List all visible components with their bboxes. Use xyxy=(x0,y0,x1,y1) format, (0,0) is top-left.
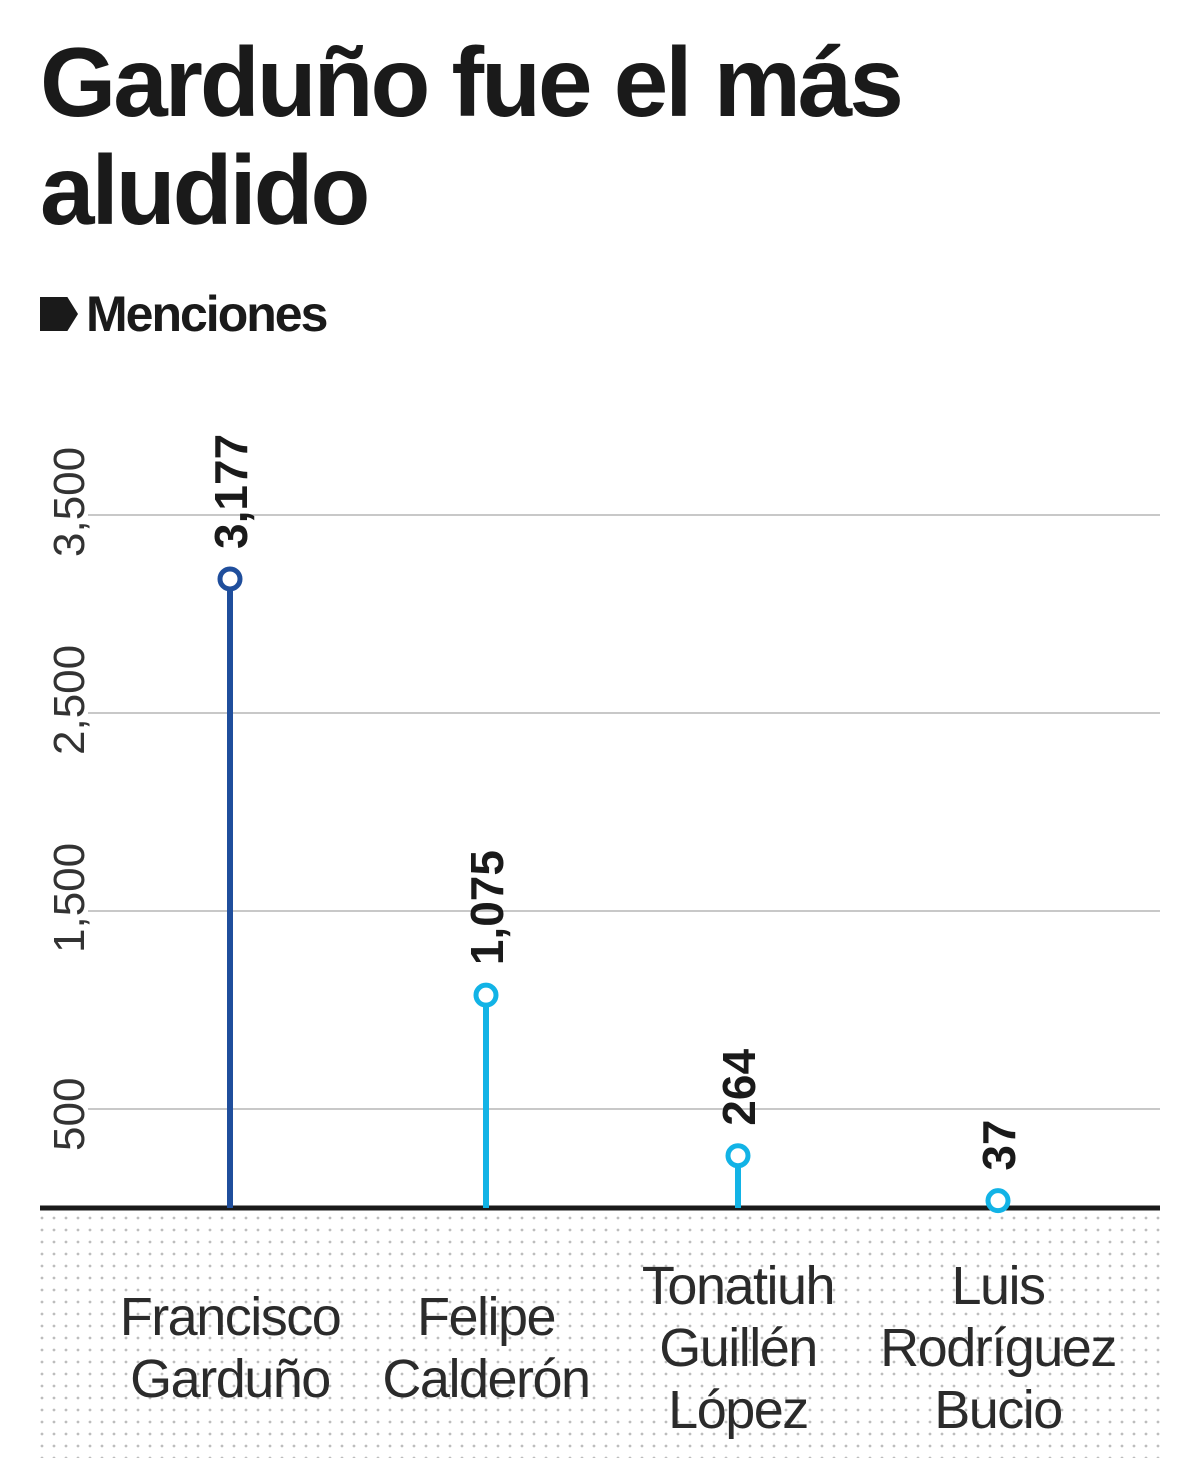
category-label: Tonatiuh Guillén López xyxy=(588,1255,888,1441)
category-label-line: Calderón xyxy=(382,1349,591,1409)
value-label: 3,177 xyxy=(205,434,257,549)
y-tick-label: 1,500 xyxy=(45,843,94,953)
category-label: Luis Rodríguez Bucio xyxy=(848,1255,1148,1441)
y-tick-label: 2,500 xyxy=(45,645,94,755)
category-label-line: Rodríguez xyxy=(880,1318,1117,1378)
lollipop-head xyxy=(217,566,243,592)
category-label-line: Francisco xyxy=(119,1287,342,1347)
value-label: 264 xyxy=(713,1049,765,1126)
lollipop-head xyxy=(985,1188,1011,1214)
lollipop-head xyxy=(725,1143,751,1169)
category-label: Felipe Calderón xyxy=(336,1286,636,1410)
category-label-line: López xyxy=(668,1380,809,1440)
category-label-line: Guillén xyxy=(659,1318,818,1378)
y-tick-label: 500 xyxy=(45,1078,94,1151)
category-label-line: Garduño xyxy=(130,1349,331,1409)
category-label-line: Felipe xyxy=(416,1287,557,1347)
chart-subtitle: Menciones xyxy=(86,286,328,342)
dotted-label-area xyxy=(40,1208,1160,1458)
value-label: 1,075 xyxy=(461,850,513,965)
subtitle-row: Menciones xyxy=(40,284,328,344)
lollipop-head xyxy=(473,982,499,1008)
category-label: Francisco Garduño xyxy=(80,1286,380,1410)
chart-title: Garduño fue el más aludido xyxy=(40,27,904,245)
value-label: 37 xyxy=(973,1120,1025,1171)
category-label-line: Luis xyxy=(951,1256,1046,1316)
category-label-line: Bucio xyxy=(934,1380,1063,1440)
category-label-line: Tonatiuh xyxy=(641,1256,836,1316)
y-tick-label: 3,500 xyxy=(45,447,94,557)
